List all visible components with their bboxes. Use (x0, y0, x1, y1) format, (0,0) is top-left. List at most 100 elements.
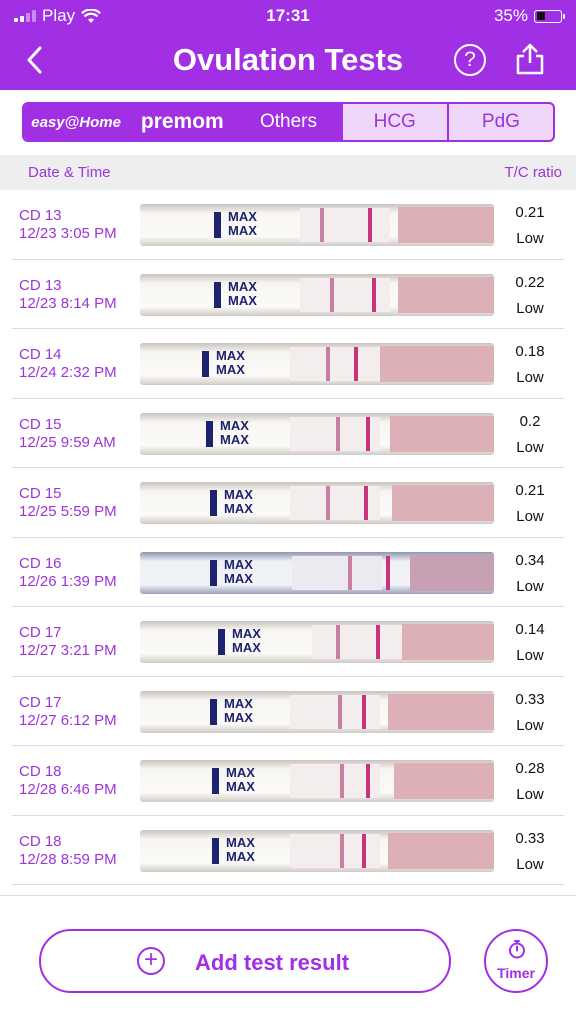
cycle-day: CD 17 (19, 624, 62, 641)
tc-ratio: 0.28 (515, 760, 545, 777)
test-strip-photo: MAX MAX (140, 829, 494, 872)
cycle-day: CD 17 (19, 693, 62, 711)
strip-max-label: MAX (226, 779, 255, 794)
test-datetime: 12/27 6:12 PM (19, 711, 117, 729)
help-icon[interactable]: ? (454, 44, 486, 76)
cycle-day: CD 16 (19, 554, 62, 572)
tab-premom[interactable]: premom (130, 104, 237, 140)
ratio-level: Low (516, 716, 544, 734)
test-row[interactable]: CD 18 12/28 8:59 PM MAX MAX 0.33 Low (12, 816, 564, 885)
status-left: Play (14, 6, 102, 26)
test-strip-photo: MAX MAX (140, 343, 494, 385)
ratio-level: Low (516, 647, 544, 664)
brand-tabs: easy@Home premom Others HCG PdG (22, 102, 555, 142)
test-row[interactable]: CD 13 12/23 3:05 PM MAX MAX 0.21 Low (12, 190, 564, 260)
test-strip-photo: MAX MAX (140, 273, 494, 316)
tab-others[interactable]: Others (236, 104, 343, 140)
footer-divider (0, 895, 576, 896)
add-test-result-button[interactable]: + Add test result (39, 929, 451, 993)
tc-ratio: 0.21 (515, 204, 545, 221)
test-datetime: 12/25 5:59 PM (19, 503, 117, 520)
timer-button[interactable]: Timer (484, 929, 548, 993)
test-strip-photo: MAX MAX (140, 760, 494, 802)
strip-max-label: MAX (228, 278, 257, 294)
table-header: Date & Time T/C ratio (0, 155, 576, 190)
strip-max-label: MAX (226, 834, 255, 850)
strip-max-label: MAX (216, 362, 245, 377)
strip-max-label: MAX (232, 626, 261, 641)
tab-pdg[interactable]: PdG (449, 104, 553, 140)
strip-max-label: MAX (220, 417, 249, 433)
strip-max-label: MAX (224, 570, 253, 586)
clock: 17:31 (266, 6, 310, 25)
ratio-level: Low (516, 508, 544, 525)
test-datetime: 12/28 6:46 PM (19, 781, 117, 798)
test-row[interactable]: CD 17 12/27 3:21 PM MAX MAX 0.14 Low (12, 607, 564, 677)
test-row[interactable]: CD 17 12/27 6:12 PM MAX MAX 0.33 Low (12, 677, 564, 746)
tc-ratio: 0.22 (515, 273, 545, 291)
test-row[interactable]: CD 13 12/23 8:14 PM MAX MAX 0.22 Low (12, 260, 564, 329)
strip-max-label: MAX (220, 431, 249, 447)
test-row[interactable]: CD 18 12/28 6:46 PM MAX MAX 0.28 Low (12, 746, 564, 816)
cycle-day: CD 18 (19, 832, 62, 850)
test-strip-photo: MAX MAX (140, 551, 494, 594)
strip-max-label: MAX (226, 848, 255, 864)
timer-label: Timer (497, 965, 535, 981)
column-header-ratio: T/C ratio (504, 164, 562, 181)
page-title: Ovulation Tests (172, 42, 404, 77)
strip-max-label: MAX (224, 709, 253, 725)
status-right: 35% (494, 6, 565, 26)
strip-max-label: MAX (216, 348, 245, 363)
tab-label: PdG (481, 111, 520, 132)
cycle-day: CD 15 (19, 485, 62, 502)
tc-ratio: 0.33 (515, 829, 545, 847)
battery-icon (534, 9, 565, 23)
ratio-level: Low (516, 786, 544, 803)
test-datetime: 12/25 9:59 AM (19, 433, 116, 451)
tab-label: HCG (373, 111, 416, 132)
test-datetime: 12/23 8:14 PM (19, 294, 117, 312)
signal-icon (14, 10, 36, 22)
cycle-day: CD 18 (19, 763, 62, 780)
cycle-day: CD 13 (19, 207, 62, 224)
test-row[interactable]: CD 14 12/24 2:32 PM MAX MAX 0.18 Low (12, 329, 564, 399)
ratio-level: Low (516, 299, 544, 317)
strip-max-label: MAX (224, 695, 253, 711)
ratio-level: Low (516, 577, 544, 595)
tc-ratio: 0.18 (515, 343, 545, 360)
test-row[interactable]: CD 16 12/26 1:39 PM MAX MAX 0.34 Low (12, 538, 564, 607)
tab-easy-at-home[interactable]: easy@Home (24, 104, 131, 140)
strip-max-label: MAX (226, 765, 255, 780)
tab-hcg[interactable]: HCG (343, 104, 449, 140)
ratio-level: Low (516, 438, 544, 456)
strip-max-label: MAX (228, 209, 257, 224)
status-bar: Play 17:31 35% (0, 0, 576, 32)
tc-ratio: 0.33 (515, 690, 545, 708)
strip-max-label: MAX (224, 501, 253, 516)
ratio-level: Low (516, 855, 544, 873)
ratio-level: Low (516, 369, 544, 386)
share-icon[interactable] (514, 42, 546, 76)
test-datetime: 12/23 3:05 PM (19, 225, 117, 242)
add-test-result-label: Add test result (195, 950, 350, 975)
strip-max-label: MAX (224, 556, 253, 572)
carrier-label: Play (42, 6, 76, 25)
plus-circle-icon: + (137, 947, 165, 975)
easy-at-home-logo: easy@Home (31, 113, 121, 131)
test-row[interactable]: CD 15 12/25 9:59 AM MAX MAX 0.2 Low (12, 399, 564, 468)
column-header-date: Date & Time (28, 164, 111, 181)
back-chevron-icon[interactable] (20, 40, 52, 80)
strip-max-label: MAX (228, 292, 257, 308)
test-datetime: 12/28 8:59 PM (19, 850, 117, 868)
test-datetime: 12/27 3:21 PM (19, 642, 117, 659)
test-strip-photo: MAX MAX (140, 621, 494, 663)
test-row[interactable]: CD 15 12/25 5:59 PM MAX MAX 0.21 Low (12, 468, 564, 538)
cycle-day: CD 14 (19, 346, 62, 363)
test-datetime: 12/24 2:32 PM (19, 364, 117, 381)
tc-ratio: 0.21 (515, 482, 545, 499)
test-datetime: 12/26 1:39 PM (19, 572, 117, 590)
test-strip-photo: MAX MAX (140, 690, 494, 733)
cycle-day: CD 15 (19, 415, 62, 433)
strip-max-label: MAX (224, 487, 253, 502)
tab-label: Others (259, 111, 318, 132)
